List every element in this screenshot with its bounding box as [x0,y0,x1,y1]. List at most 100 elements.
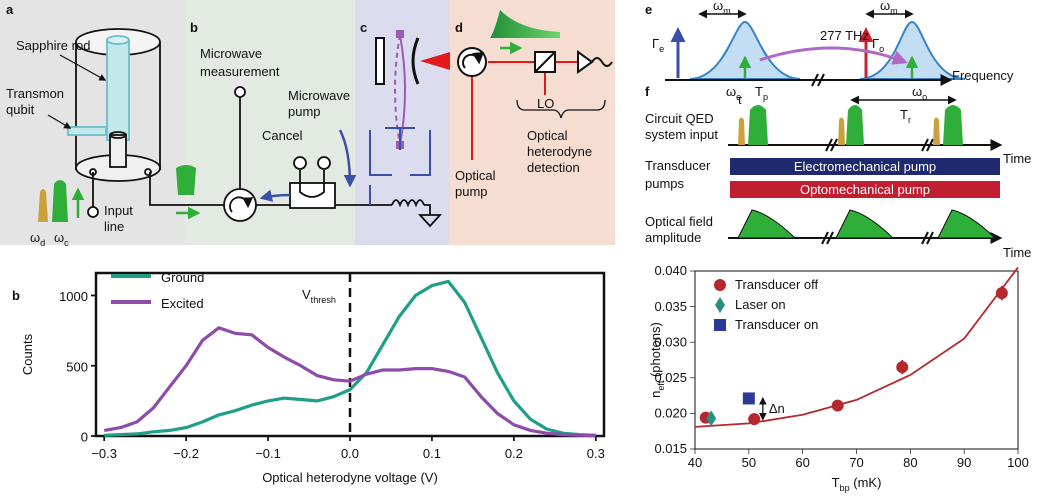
x-tick-label: 80 [903,455,917,470]
panel-label: d [455,20,463,35]
point [995,287,1008,300]
x-tick-label: 60 [795,455,809,470]
symbol: ω [912,84,922,99]
point [706,410,717,427]
symbol: ω [713,0,723,13]
pulse [52,180,68,222]
y-tick-label: 0 [81,430,88,445]
legend-label: Transducer on [735,317,818,332]
point [831,399,844,412]
label-line: line [104,219,124,234]
legend-swatch [714,319,726,331]
x-tick-label: 0.3 [587,446,605,461]
spectrum [665,9,966,87]
label: Tr [900,107,911,125]
label: Input line [104,203,133,234]
x-tick-label: 0.1 [423,446,441,461]
label: ωm [880,0,898,16]
legend-label: Ground [161,270,204,285]
label-line: Transmon [6,86,64,101]
fit-line [694,266,1019,428]
label-line: pump [288,104,321,119]
label: Sapphire rod [16,38,90,53]
label-line: Transducer [645,158,711,173]
label: Microwave measurement [200,46,280,79]
pulse [38,189,48,222]
label: Optical pump [455,168,496,199]
label: ωd [30,230,45,248]
x-tick-label: −0.1 [255,446,281,461]
rest: (mK) [850,475,882,490]
label: Optical heterodyne detection [527,128,592,175]
rest: (photons) [648,322,663,381]
subscript: bp [840,483,850,493]
label: Γo [872,36,884,54]
label: ωc [54,230,69,248]
panel-d-bg [450,0,615,245]
label: ωe [726,84,741,102]
legend-swatch [714,279,726,291]
label-line: Microwave [200,46,262,61]
subscript: eff [656,380,666,390]
y-tick-label: 0.025 [654,370,687,385]
label-line: system input [645,127,718,142]
x-tick-label: −0.2 [173,446,199,461]
label: Γe [652,36,664,54]
x-axis-label: Optical heterodyne voltage (V) [262,470,438,485]
x-tick-label: 0.2 [505,446,523,461]
label: LO [537,96,554,111]
panel-label: b [12,288,20,303]
y-tick-label: 0.030 [654,334,687,349]
label: 277 THz [820,28,869,43]
panel-label: c [360,20,367,35]
label: Circuit QED system input [645,111,718,142]
label-line: heterodyne [527,144,592,159]
arrow [338,129,357,188]
label-line: Optical [527,128,568,143]
subscript: m [890,6,898,16]
x-tick-label: 0.0 [341,446,359,461]
y-axis-label: Counts [20,333,35,375]
label-line: qubit [6,102,35,117]
subscript: p [763,92,768,102]
x-axis-label: Tbp (mK) [832,475,882,493]
series-line [103,326,596,438]
symbol: V [302,287,311,302]
subscript: thresh [311,295,336,305]
pulse [176,165,196,195]
subscript: c [64,238,69,248]
y-tick-label: 1000 [59,289,88,304]
label-line: pumps [645,176,685,191]
point [896,361,909,374]
subscript: e [736,92,741,102]
label: Time [1003,245,1031,260]
y-tick-label: 500 [66,359,88,374]
label: Optical field amplitude [645,214,713,245]
label: ωm [713,0,731,16]
threshold-label: Vthresh [302,287,336,305]
point [748,413,761,426]
label: Optomechanical pump [800,182,930,197]
panel-label: b [190,20,198,35]
y-tick-label: 0.035 [654,299,687,314]
timelines [728,95,1003,245]
label: Electromechanical pump [794,159,936,174]
x-tick-label: 70 [849,455,863,470]
label-line: Optical field [645,214,713,229]
legend-swatch [715,297,725,313]
label: τ [737,92,743,107]
y-tick-label: 0.015 [654,441,687,456]
circuit-b [223,86,443,228]
y-tick-label: 0.040 [654,263,687,278]
symbol: T [900,107,908,122]
optomechanics [369,30,450,205]
label: Transmon qubit [6,86,64,117]
panel-label: e [645,2,652,17]
symbol: Γ [872,36,879,51]
symbol: ω [880,0,890,13]
legend-label: Transducer off [735,277,818,292]
panel-label: a [6,2,14,17]
symbol: ω [30,230,40,245]
